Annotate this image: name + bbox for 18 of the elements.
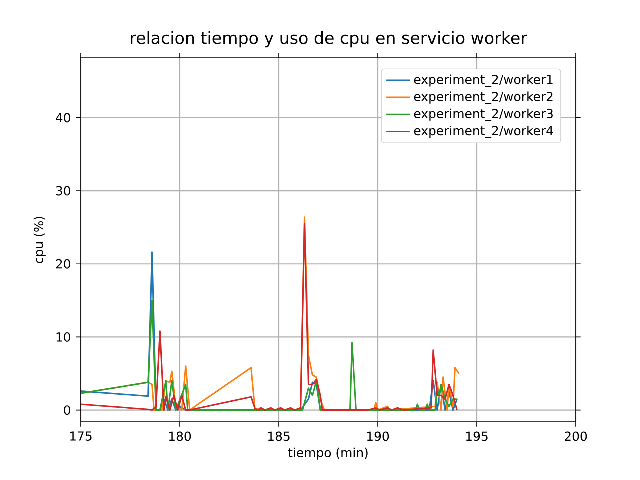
x-tick-label: 195: [466, 432, 488, 442]
x-tick-label: 200: [565, 432, 588, 442]
y-tick-label: 30: [56, 186, 70, 196]
x-tick-label: 190: [367, 432, 390, 442]
y-axis-title: cpu (%): [34, 216, 46, 264]
chart-title: relacion tiempo y uso de cpu en servicio worker: [131, 32, 528, 48]
x-tick-label: 175: [70, 432, 92, 441]
x-tick-label: 180: [169, 432, 192, 442]
legend-label: experiment_2/worker4: [414, 126, 554, 138]
legend-label: experiment_2/worker3: [414, 108, 553, 122]
legend-label: experiment_2/worker1: [414, 74, 553, 88]
x-tick-label: 185: [268, 432, 290, 442]
x-axis-title: tiempo (min): [288, 448, 368, 460]
y-tick-label: 20: [56, 259, 70, 269]
y-tick-label: 10: [56, 332, 70, 342]
legend-label: experiment_2/worker2: [414, 92, 553, 104]
y-tick-label: 40: [56, 113, 70, 123]
y-tick-label: 0: [64, 406, 70, 416]
